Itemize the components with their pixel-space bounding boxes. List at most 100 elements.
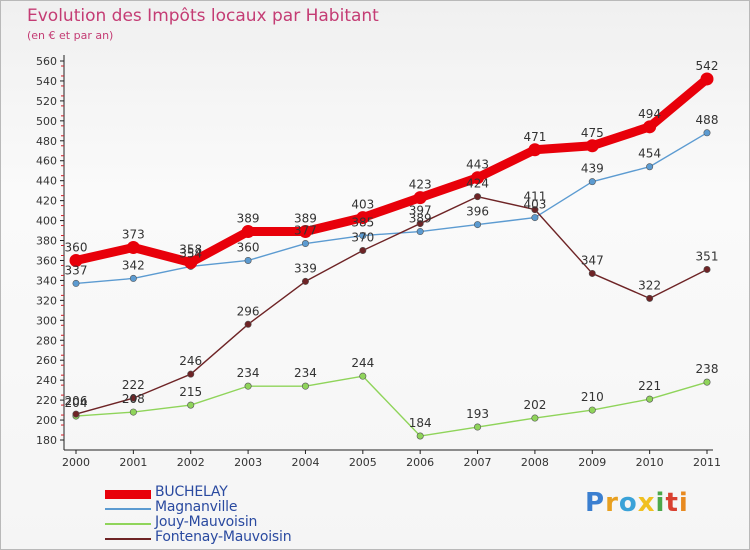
- legend-swatch: [105, 489, 151, 499]
- data-label: 358: [179, 242, 202, 256]
- legend-swatch: [105, 523, 151, 525]
- data-point: [471, 171, 485, 185]
- x-tick-label: 2007: [464, 456, 492, 469]
- data-label: 403: [523, 198, 546, 212]
- data-label: 397: [409, 204, 432, 218]
- x-tick-label: 2009: [578, 456, 606, 469]
- data-point: [531, 206, 539, 214]
- data-point: [413, 191, 427, 205]
- data-point: [244, 256, 252, 264]
- data-label: 184: [409, 416, 432, 430]
- data-label: 221: [638, 379, 661, 393]
- logo-letter: o: [618, 488, 638, 518]
- data-label: 396: [466, 205, 489, 219]
- data-point: [126, 241, 140, 255]
- proxiti-logo: Proxiti: [585, 488, 689, 518]
- data-point: [72, 279, 80, 287]
- y-tick-label: 460: [36, 155, 57, 168]
- data-point: [129, 274, 137, 282]
- data-label: 208: [122, 392, 145, 406]
- data-label: 403: [351, 198, 374, 212]
- data-point: [129, 408, 137, 416]
- series-line-1: [75, 132, 708, 285]
- data-label: 210: [581, 390, 604, 404]
- x-tick-label: 2005: [349, 456, 377, 469]
- chart-subtitle: (en € et par an): [27, 29, 114, 42]
- data-point: [356, 211, 370, 225]
- data-point: [187, 401, 195, 409]
- data-point: [703, 378, 711, 386]
- data-point: [72, 410, 80, 418]
- y-tick-label: 380: [36, 235, 57, 248]
- legend-label: Fontenay-Mauvoisin: [155, 529, 292, 545]
- x-tick-label: 2008: [521, 456, 549, 469]
- y-tick-label: 480: [36, 135, 57, 148]
- data-label: 360: [237, 240, 260, 254]
- data-point: [646, 395, 654, 403]
- data-label: 424: [466, 177, 489, 191]
- y-tick-label: 440: [36, 175, 57, 188]
- data-point: [474, 193, 482, 201]
- y-tick-label: 280: [36, 334, 57, 347]
- data-label: 347: [581, 253, 604, 267]
- data-label: 215: [179, 385, 202, 399]
- data-label: 296: [237, 304, 260, 318]
- logo-letter: i: [678, 488, 689, 518]
- data-point: [474, 221, 482, 229]
- data-point: [703, 265, 711, 273]
- y-tick-label: 520: [36, 95, 57, 108]
- data-label: 385: [351, 216, 374, 230]
- y-tick-label: 500: [36, 115, 57, 128]
- data-label: 377: [294, 224, 317, 238]
- legend-label: Magnanville: [155, 499, 238, 515]
- data-label: 202: [523, 398, 546, 412]
- data-label: 389: [294, 212, 317, 226]
- data-label: 475: [581, 126, 604, 140]
- y-tick-label: 540: [36, 75, 57, 88]
- data-label: 337: [65, 263, 88, 277]
- data-label: 423: [409, 178, 432, 192]
- data-label: 370: [351, 231, 374, 245]
- data-label: 389: [237, 212, 260, 226]
- data-label: 222: [122, 378, 145, 392]
- data-label: 494: [638, 107, 661, 121]
- data-point: [244, 382, 252, 390]
- logo-letter: P: [585, 488, 606, 518]
- data-label: 389: [409, 212, 432, 226]
- data-point: [187, 370, 195, 378]
- series-line-3: [75, 195, 708, 415]
- data-point: [531, 414, 539, 422]
- data-point: [129, 394, 137, 402]
- data-label: 454: [638, 147, 661, 161]
- data-point: [301, 277, 309, 285]
- data-label: 354: [179, 246, 202, 260]
- y-tick-label: 300: [36, 314, 57, 327]
- data-label: 342: [122, 258, 145, 272]
- x-tick-label: 2001: [119, 456, 147, 469]
- data-label: 339: [294, 261, 317, 275]
- data-label: 351: [696, 249, 719, 263]
- data-label: 443: [466, 158, 489, 172]
- data-label: 322: [638, 278, 661, 292]
- data-label: 411: [523, 190, 546, 204]
- data-point: [588, 406, 596, 414]
- y-tick-label: 260: [36, 354, 57, 367]
- chart-title: Evolution des Impôts locaux par Habitant: [27, 6, 379, 26]
- data-point: [359, 232, 367, 240]
- data-point: [359, 247, 367, 255]
- data-point: [184, 255, 198, 269]
- data-point: [531, 214, 539, 222]
- data-point: [416, 432, 424, 440]
- x-tick-label: 2002: [177, 456, 205, 469]
- data-point: [69, 253, 83, 267]
- legend-swatch: [105, 508, 151, 510]
- data-point: [588, 178, 596, 186]
- data-point: [700, 72, 714, 86]
- y-tick-label: 340: [36, 274, 57, 287]
- x-tick-label: 2003: [234, 456, 262, 469]
- legend-label: BUCHELAY: [155, 484, 228, 500]
- data-point: [241, 225, 255, 239]
- series-line-2: [75, 375, 708, 437]
